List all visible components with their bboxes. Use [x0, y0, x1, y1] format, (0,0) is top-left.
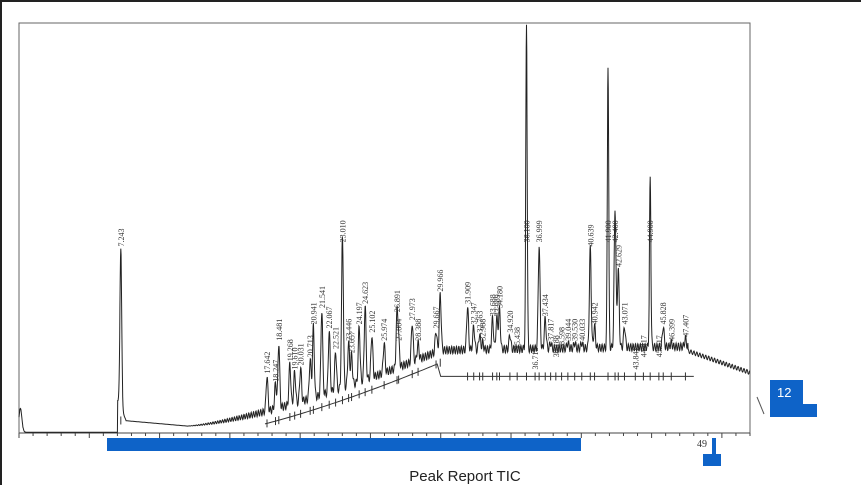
peak-label: 23.010	[338, 220, 347, 242]
peak-label: 38.188	[552, 335, 561, 357]
peak-label: 43.841	[631, 348, 640, 370]
peak-label: 42.629	[614, 245, 623, 267]
peak-label: 47.407	[681, 315, 690, 337]
peak-label: 40.033	[578, 319, 587, 341]
peak-label: 32.763	[476, 311, 485, 333]
peak-label: 17.642	[263, 352, 272, 374]
peak-label: 29.966	[436, 270, 445, 292]
callout-badge-label: 12	[777, 385, 792, 400]
peak-label: 27.004	[395, 319, 404, 341]
peak-label: 22.067	[325, 307, 334, 329]
plot-area	[18, 22, 751, 434]
highlight-bar	[107, 438, 581, 451]
peak-label: 36.712	[531, 348, 540, 370]
peak-label: 45.517	[655, 335, 664, 357]
peak-label: 38.598	[558, 327, 567, 349]
callout-badge-tail	[770, 404, 817, 417]
peak-label: 40.942	[591, 302, 600, 324]
peak-label: 22.521	[332, 327, 341, 349]
peak-label: 32.988	[479, 319, 488, 341]
peak-label: 33.989	[493, 294, 502, 316]
peak-label: 39.530	[571, 319, 580, 341]
peak-label: 36.100	[522, 220, 531, 242]
peak-label: 28.388	[414, 319, 423, 341]
peak-label: 25.102	[368, 311, 377, 333]
peak-label: 43.071	[620, 302, 629, 324]
peak-label: 23.446	[345, 319, 354, 341]
peak-label: 36.999	[535, 220, 544, 242]
peak-label: 19.268	[286, 339, 295, 361]
peak-label: 25.974	[380, 319, 389, 341]
peak-label: 40.639	[586, 225, 595, 247]
peak-label: 31.909	[464, 282, 473, 304]
callout-badge: 12	[770, 380, 803, 404]
peak-label: 42.400	[611, 220, 620, 242]
peak-label: 44.417	[639, 335, 648, 357]
peak-label: 24.197	[355, 302, 364, 324]
highlight-marker-stem	[712, 438, 716, 454]
peak-label: 32.347	[470, 302, 479, 324]
peak-label: 33.688	[489, 294, 498, 316]
peak-label: 34.920	[506, 311, 515, 333]
highlight-marker	[703, 454, 721, 466]
callout-line	[756, 396, 765, 415]
tic-trace	[18, 24, 751, 433]
peak-label: 35.438	[513, 327, 522, 349]
peak-label: 18.481	[275, 319, 284, 341]
peak-label: 24.623	[361, 282, 370, 304]
peak-label: 44.900	[646, 220, 655, 242]
peak-label: 37.817	[547, 319, 556, 341]
tick-label-49: 49	[697, 439, 707, 450]
peak-label: 21.541	[318, 286, 327, 308]
peak-label: 7.243	[117, 229, 126, 247]
peak-label: 39.044	[564, 319, 573, 341]
x-axis-title: Peak Report TIC	[409, 468, 521, 485]
peak-label: 46.399	[667, 319, 676, 341]
peak-label: 23.657	[348, 331, 357, 353]
peak-label: 20.941	[309, 302, 318, 324]
peak-label: 27.973	[408, 298, 417, 320]
peak-label: 45.828	[659, 302, 668, 324]
peak-label: 34.180	[495, 286, 504, 308]
peak-label: 20.713	[306, 335, 315, 357]
peak-label: 29.667	[432, 307, 441, 329]
peak-label: 41.900	[604, 220, 613, 242]
peak-label: 20.031	[297, 343, 306, 365]
peak-label: 18.247	[272, 360, 281, 382]
peak-label: 26.891	[393, 290, 402, 312]
peak-label: 19.610	[291, 348, 300, 370]
peak-label: 37.434	[541, 294, 550, 316]
